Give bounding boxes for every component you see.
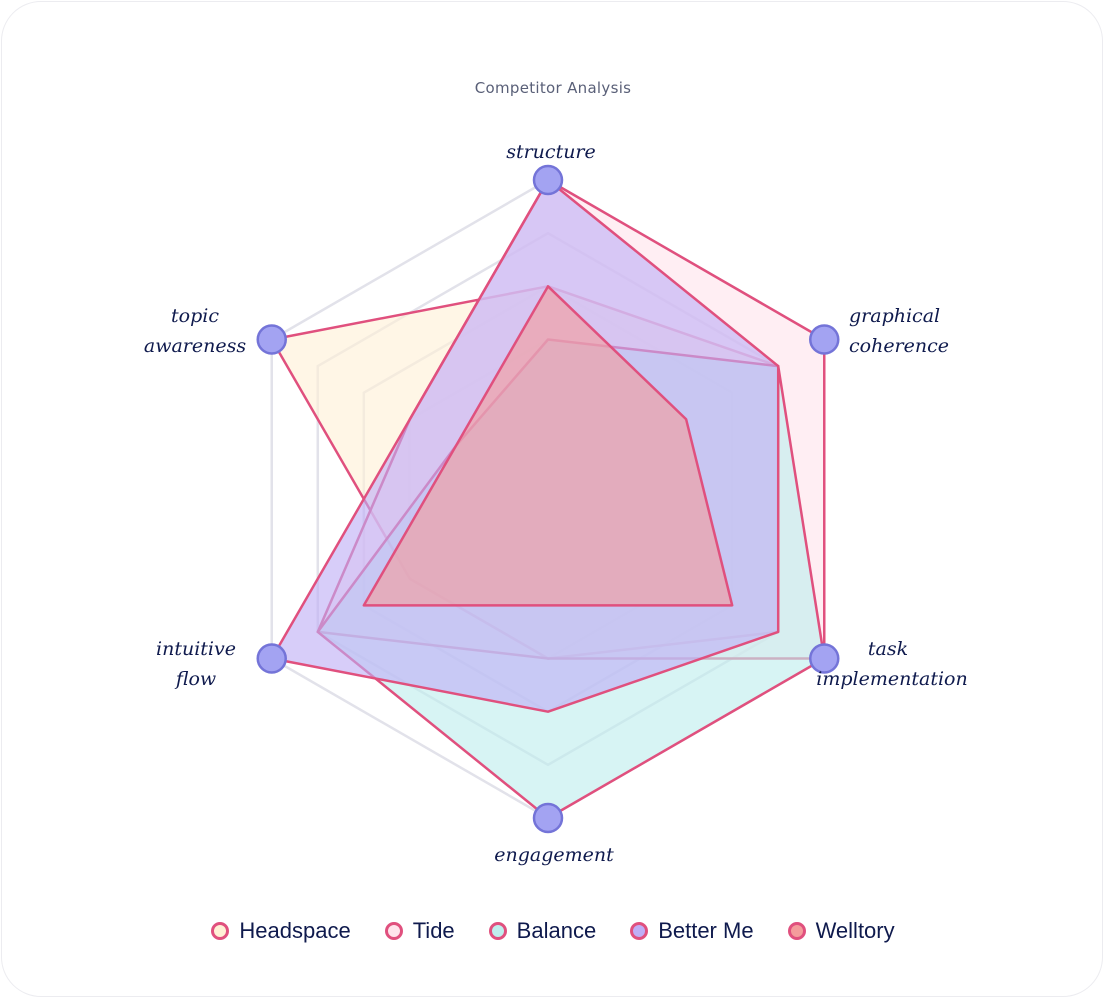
- axis-handle-icon[interactable]: [256, 324, 287, 355]
- legend-item-better-me[interactable]: Better Me: [630, 918, 754, 944]
- legend-swatch-icon: [787, 922, 806, 940]
- axis-handle-icon[interactable]: [809, 324, 840, 355]
- legend-label: Headspace: [239, 918, 351, 943]
- legend-swatch-icon: [211, 922, 230, 940]
- chart-title: Competitor Analysis: [474, 79, 632, 97]
- legend-item-headspace[interactable]: Headspace: [211, 918, 351, 944]
- legend-label: Balance: [516, 918, 597, 943]
- axis-handle-icon[interactable]: [532, 802, 564, 834]
- legend-label: Tide: [412, 918, 455, 943]
- axis-label: structure: [506, 141, 596, 163]
- legend: Headspace Tide Balance Better Me Welltor…: [0, 918, 1106, 944]
- legend-swatch-icon: [384, 922, 403, 940]
- axis-handle-icon[interactable]: [809, 643, 840, 674]
- legend-label: Better Me: [658, 918, 754, 943]
- legend-item-welltory[interactable]: Welltory: [787, 918, 895, 944]
- axis-label: intuitive flow: [156, 638, 236, 690]
- axis-label: topic awareness: [144, 305, 246, 357]
- axis-label: engagement: [494, 844, 614, 866]
- legend-swatch-icon: [630, 922, 649, 940]
- legend-swatch-icon: [488, 922, 507, 940]
- legend-item-tide[interactable]: Tide: [384, 918, 455, 944]
- legend-label: Welltory: [815, 918, 895, 943]
- axis-handle-icon[interactable]: [532, 164, 564, 196]
- axis-label: graphical coherence: [849, 305, 949, 357]
- axis-label: task implementation: [816, 638, 967, 690]
- axis-handle-icon[interactable]: [256, 643, 287, 674]
- series-welltory[interactable]: [362, 285, 734, 607]
- legend-item-balance[interactable]: Balance: [488, 918, 597, 944]
